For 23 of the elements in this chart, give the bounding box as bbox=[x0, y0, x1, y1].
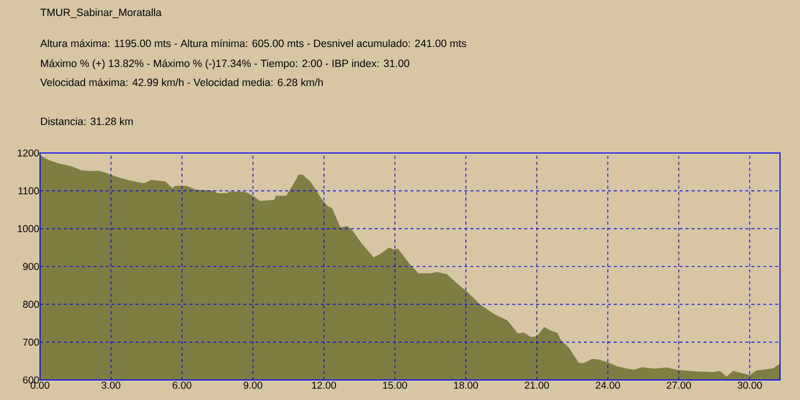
y-tick-label: 900 bbox=[23, 262, 39, 270]
chart-title: TMUR_Sabinar_Moratalla bbox=[40, 8, 162, 18]
x-tick-label: 18.00 bbox=[454, 382, 478, 389]
text: Altura máxima: 1195.00 mts - Altura mínima: 605.00 mts - Desnivel acumulado: 241.00 mts bbox=[40, 39, 466, 48]
y-tick-label: 600 bbox=[23, 376, 39, 384]
text: Velocidad máxima: 42.99 km/h - Velocidad media: 6.28 km/h bbox=[40, 78, 323, 86]
y-tick-label: 1000 bbox=[18, 225, 39, 232]
text: Distancia: 31.28 km bbox=[41, 117, 133, 126]
x-tick-label: 9.00 bbox=[244, 382, 262, 389]
x-tick-label: 15.00 bbox=[383, 382, 407, 389]
x-tick-label: 21.00 bbox=[524, 382, 549, 389]
y-tick-label: 800 bbox=[23, 300, 39, 308]
x-tick-label: 27.00 bbox=[666, 382, 691, 389]
x-tick-label: 0.00 bbox=[30, 382, 50, 389]
x-tick-label: 6.00 bbox=[172, 382, 192, 389]
y-tick-label: 1200 bbox=[18, 149, 39, 157]
text: Máximo % (+) 13.82% - Máximo % (-)17.34% - Tiempo: 2:00 - IBP index: 31.00 bbox=[41, 59, 410, 70]
y-tick-label: 700 bbox=[23, 338, 39, 346]
y-tick-label: 1100 bbox=[18, 187, 39, 194]
x-tick-label: 3.00 bbox=[102, 382, 120, 389]
x-tick-label: 30.00 bbox=[738, 382, 762, 389]
x-tick-label: 12.00 bbox=[312, 382, 336, 389]
x-tick-label: 24.00 bbox=[596, 382, 620, 389]
